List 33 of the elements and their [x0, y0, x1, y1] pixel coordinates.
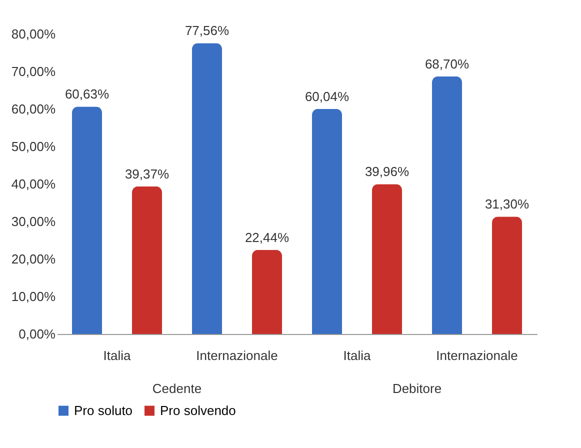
data-label: 77,56%	[184, 23, 230, 38]
x-tick-label: Italia	[343, 348, 372, 363]
text: Debitore	[392, 381, 442, 396]
x-tick-label: Internazionale	[436, 348, 518, 363]
bar	[192, 43, 222, 334]
y-tick-label: 20,00%	[11, 252, 56, 266]
y-tick-label: 30,00%	[11, 214, 56, 229]
bar	[132, 186, 162, 334]
bar	[372, 184, 402, 334]
y-tick-label: 0,00%	[18, 326, 56, 342]
y-tick-label: 80,00%	[11, 26, 56, 42]
bar	[312, 108, 342, 334]
x-tick-label: Internazionale	[196, 348, 278, 363]
data-label: 31,30%	[484, 196, 530, 212]
data-label: 22,44%	[244, 230, 290, 245]
y-tick-label: 10,00%	[11, 289, 56, 304]
y-tick-label: 60,00%	[11, 102, 56, 116]
data-label: 39,96%	[364, 164, 410, 180]
y-tick-label: 50,00%	[11, 139, 56, 154]
data-label: 60,04%	[304, 88, 350, 104]
data-label: 39,37%	[124, 166, 170, 182]
bar	[72, 106, 102, 334]
x-tick-label: Italia	[103, 348, 132, 363]
y-tick-label: 40,00%	[11, 176, 56, 192]
legend-label: Pro solvendo	[160, 402, 236, 418]
text: Cedente	[152, 381, 202, 396]
bar	[252, 250, 282, 334]
legend-label: Pro soluto	[74, 402, 133, 418]
y-tick-label: 70,00%	[11, 64, 56, 79]
data-label: 60,63%	[64, 86, 110, 102]
data-label: 68,70%	[424, 56, 470, 72]
bar	[432, 76, 462, 334]
bar	[492, 216, 522, 334]
